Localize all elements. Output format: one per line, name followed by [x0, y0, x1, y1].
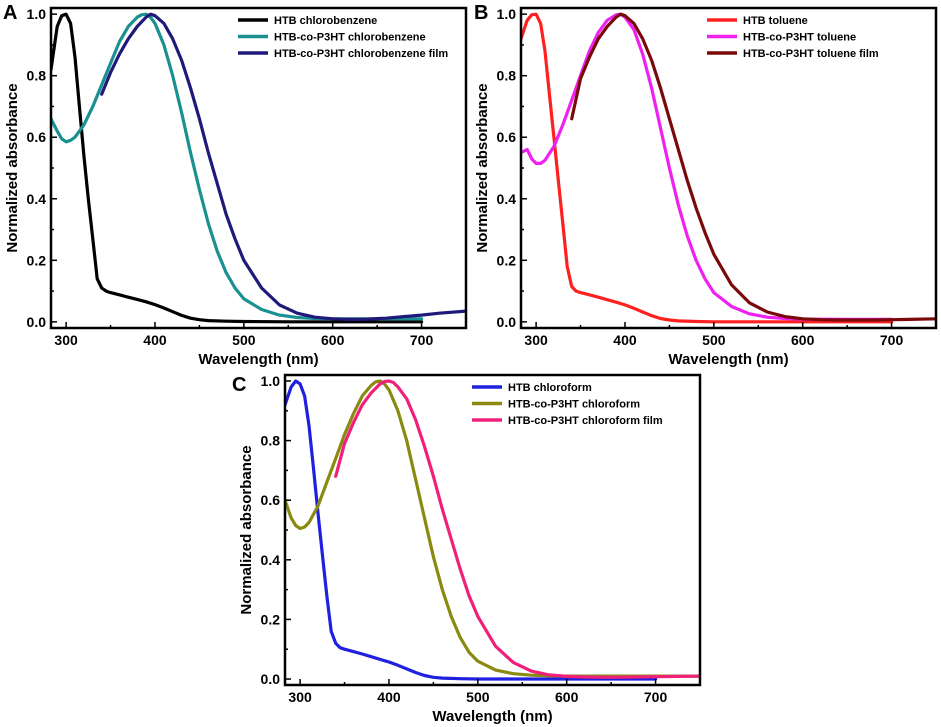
panel-b-x-tick-label: 700: [880, 332, 904, 348]
panel-b-y-tick-label: 0.4: [497, 191, 517, 207]
panel-a-series-line-1: [51, 12, 424, 324]
panel-a-legend: HTB chlorobenzene HTB-co-P3HT chlorobenze…: [238, 15, 448, 60]
panel-a-y-tick-label: 0.0: [27, 314, 47, 330]
panel-c-legend-label-1: HTB chloroform: [508, 382, 592, 394]
panel-a-y-tick-label: 1.0: [27, 6, 47, 22]
panel-a-series-line-2: [51, 12, 424, 321]
panel-b-legend-label-3: HTB-co-P3HT toluene film: [743, 48, 879, 60]
panel-b-y-tick-label: 1.0: [497, 6, 517, 22]
panel-c-x-axis-title: Wavelength (nm): [432, 708, 552, 725]
panel-c-series-line-3: [334, 379, 700, 679]
panel-b-y-tick-label: 0.8: [497, 68, 517, 84]
panel-a-x-axis-title: Wavelength (nm): [198, 351, 318, 368]
panel-b-legend-label-1: HTB toluene: [743, 15, 808, 27]
panel-a-legend-label-3: HTB-co-P3HT chlorobenzene film: [274, 48, 448, 60]
panel-c-x-tick-label: 700: [644, 689, 668, 705]
panel-a-y-axis-title: Normalized absorbance: [4, 83, 21, 252]
panel-b-series-line-1: [521, 12, 894, 324]
panel-c-x-tick-label: 400: [377, 689, 401, 705]
panel-letter-c: C: [232, 374, 246, 396]
panel-c-y-tick-label: 0.2: [261, 611, 281, 627]
panel-letter-a: A: [3, 2, 17, 24]
panel-b-x-tick-label: 500: [702, 332, 726, 348]
panel-c-legend: HTB chloroform HTB-co-P3HT chloroform HTB-…: [472, 382, 663, 427]
panel-c-x-tick-label: 500: [466, 689, 490, 705]
panel-c-y-tick-label: 0.6: [261, 492, 281, 508]
panel-a-x-tick-label: 700: [410, 332, 434, 348]
panel-b-y-tick-label: 0.6: [497, 129, 517, 145]
panel-a-series-line-3: [100, 12, 466, 321]
panel-b-x-tick-label: 600: [791, 332, 815, 348]
panel-b-series-line-2: [521, 12, 894, 321]
panel-a-x-tick-label: 600: [321, 332, 345, 348]
panel-c: C 300 400 500 600 700 0.0 0.2 0.4 0.6 0.8 1.0 Wavel…: [232, 373, 702, 725]
panel-c-series-line-1: [285, 379, 658, 681]
panel-c-series-group: [285, 379, 700, 681]
panel-b-legend: HTB toluene HTB-co-P3HT toluene HTB-co-P3H…: [707, 15, 879, 60]
panel-b-y-axis-title: Normalized absorbance: [474, 83, 491, 252]
panel-c-marks: 300 400 500 600 700 0.0 0.2 0.4 0.6 0.8 1.0 Wavelen…: [238, 373, 702, 725]
panel-b-x-axis-title: Wavelength (nm): [668, 351, 788, 368]
panel-a-legend-label-1: HTB chlorobenzene: [274, 15, 377, 27]
panel-letter-b: B: [474, 2, 488, 24]
panel-c-x-tick-label: 300: [288, 689, 312, 705]
panel-c-x-tick-label: 600: [555, 689, 579, 705]
panel-a: A 300 400 500 600 700 0.0 0.2 0.4 0.6 0.8 1.0 Wavel…: [3, 2, 468, 368]
panel-b-series-line-3: [570, 12, 936, 322]
panel-a-x-tick-label: 300: [54, 332, 78, 348]
panel-b-series-group: [521, 12, 936, 324]
panel-c-legend-label-3: HTB-co-P3HT chloroform film: [508, 415, 663, 427]
panel-b: B 300 400 500 600 700 0.0 0.2 0.4 0.6 0.8 1.0 Wavel…: [474, 2, 938, 368]
panel-a-x-tick-label: 400: [143, 332, 167, 348]
panel-b-y-tick-label: 0.2: [497, 252, 517, 268]
panel-a-legend-label-2: HTB-co-P3HT chlorobenzene: [274, 32, 426, 44]
panel-b-legend-label-2: HTB-co-P3HT toluene: [743, 32, 856, 44]
panel-c-series-line-2: [285, 379, 700, 678]
panel-b-x-tick-label: 400: [613, 332, 637, 348]
panel-c-legend-label-2: HTB-co-P3HT chloroform: [508, 399, 640, 411]
panel-a-y-tick-label: 0.4: [27, 191, 47, 207]
panel-c-y-tick-label: 1.0: [261, 373, 281, 389]
panel-c-y-tick-label: 0.0: [261, 671, 281, 687]
panel-c-y-axis-title: Normalized absorbance: [238, 445, 255, 614]
panel-a-marks: 300 400 500 600 700 0.0 0.2 0.4 0.6 0.8 1.0 Wavelen…: [4, 6, 468, 368]
panel-b-x-tick-label: 300: [524, 332, 548, 348]
panel-a-y-tick-label: 0.6: [27, 129, 47, 145]
panel-c-y-tick-label: 0.8: [261, 433, 281, 449]
panel-b-marks: 300 400 500 600 700 0.0 0.2 0.4 0.6 0.8 1.0 Wavelen…: [474, 6, 938, 368]
panel-a-y-tick-label: 0.2: [27, 252, 47, 268]
panel-a-series-group: [51, 12, 466, 324]
panel-b-y-tick-label: 0.0: [497, 314, 517, 330]
panel-c-y-tick-label: 0.4: [261, 552, 281, 568]
panel-a-x-tick-label: 500: [232, 332, 256, 348]
panel-a-y-tick-label: 0.8: [27, 68, 47, 84]
